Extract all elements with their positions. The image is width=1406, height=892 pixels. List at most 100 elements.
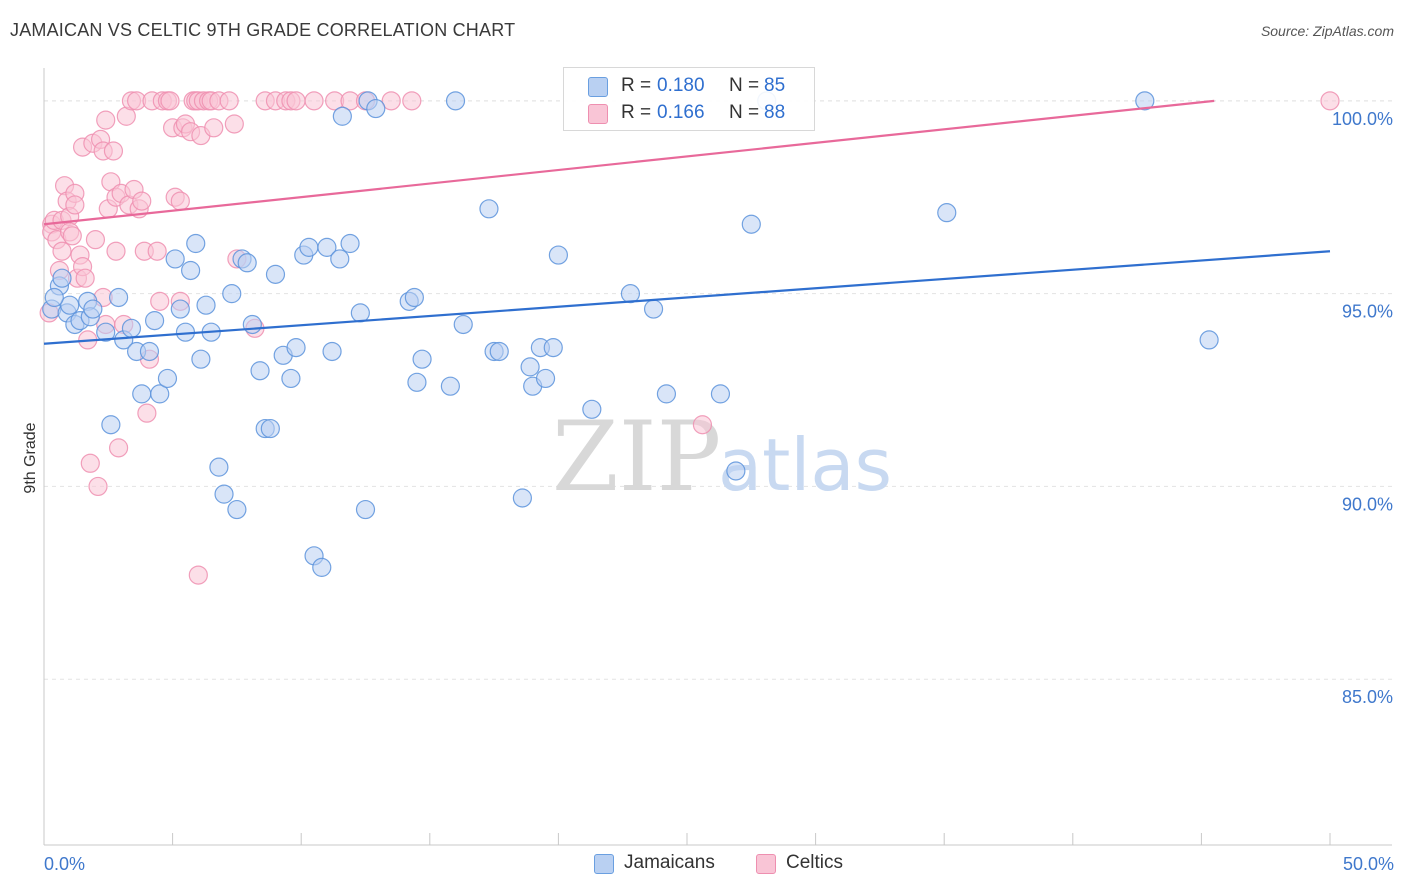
r-label: R = — [621, 75, 652, 96]
jamaicans-point — [355, 499, 376, 520]
jamaicans-point — [214, 484, 234, 504]
jamaicans-point — [165, 249, 185, 269]
label-layer: 85.0% 90.0% 95.0% 100.0% 0.0% 50.0% 9th Grade — [22, 109, 1394, 874]
celtics-point — [219, 91, 239, 111]
celtics-point — [224, 114, 244, 134]
n-label: N = — [729, 75, 760, 96]
watermark: ZIP atlas — [552, 401, 892, 513]
legend-label-celtics: Celtics — [786, 852, 844, 873]
jamaicans-point — [332, 106, 352, 126]
celtics-point — [62, 226, 82, 246]
jamaicans-point — [96, 322, 116, 342]
series-jamaicans — [42, 91, 1219, 577]
jamaicans-point — [44, 287, 64, 308]
watermark-zip: ZIP — [552, 401, 721, 513]
jamaicans-point — [139, 341, 160, 362]
x-tick-label: 0.0% — [44, 854, 85, 874]
jamaicans-trendline — [43, 250, 1331, 345]
jamaicans-point — [317, 237, 337, 257]
stats-row-jamaicans: R = 0.180 N = 85 — [564, 74, 814, 100]
jamaicans-point — [209, 457, 229, 477]
jamaicans-point — [1135, 91, 1155, 111]
celtics-point — [108, 438, 129, 458]
celtics-point — [402, 91, 422, 111]
chart-title: JAMAICAN VS CELTIC 9TH GRADE CORRELATION… — [10, 20, 516, 40]
jamaicans-point — [170, 299, 190, 319]
celtics-point — [75, 268, 95, 288]
celtics-point — [170, 191, 190, 211]
jamaicans-point — [489, 341, 509, 362]
jamaicans-point — [191, 349, 211, 369]
celtics-point — [147, 241, 167, 261]
r-value: 0.166 — [657, 102, 705, 123]
y-tick-label: 90.0% — [1342, 494, 1393, 514]
jamaicans-point — [196, 295, 216, 315]
jamaicans-point — [83, 299, 103, 319]
jamaicans-point — [350, 303, 370, 323]
jamaicans-point — [186, 233, 206, 254]
jamaicans-point — [582, 399, 602, 419]
jamaicans-point — [60, 295, 80, 315]
y-tick-label: 85.0% — [1342, 687, 1393, 707]
celtics-point — [286, 91, 306, 111]
jamaicans-point — [453, 314, 473, 335]
jamaicans-point — [479, 199, 499, 219]
jamaicans-point — [520, 357, 540, 377]
stats-row-celtics: R = 0.166 N = 88 — [564, 101, 814, 127]
jamaicans-point — [643, 299, 664, 319]
celtics-trendline — [43, 99, 1215, 226]
x-tick-label: 50.0% — [1343, 854, 1394, 874]
trend-layer — [43, 99, 1331, 345]
jamaicans-point — [286, 338, 306, 358]
series-celtics — [39, 91, 1340, 585]
celtics-point — [106, 241, 126, 261]
legend-label-jamaicans: Jamaicans — [624, 852, 715, 873]
jamaicans-point — [242, 314, 262, 335]
jamaicans-point — [52, 268, 72, 288]
celtics-point — [381, 91, 401, 111]
jamaicans-point — [260, 418, 280, 439]
jamaicans-point — [620, 284, 641, 304]
jamaicans-point — [222, 284, 242, 304]
jamaicans-point — [741, 214, 761, 234]
jamaicans-point — [404, 287, 424, 308]
celtics-point — [304, 91, 324, 111]
celtics-point — [52, 241, 72, 261]
celtics-point — [150, 291, 170, 311]
r-value: 0.180 — [657, 75, 705, 96]
chart-source: Source: ZipAtlas.com — [1260, 23, 1394, 39]
jamaicans-point — [1199, 330, 1219, 350]
celtics-swatch — [588, 104, 608, 124]
celtics-point — [103, 141, 124, 161]
jamaicans-point — [250, 361, 270, 381]
r-label: R = — [621, 102, 652, 123]
y-tick-label: 100.0% — [1332, 109, 1393, 129]
watermark-atlas: atlas — [718, 423, 892, 507]
celtics-swatch — [756, 854, 776, 874]
celtics-point — [1320, 91, 1340, 111]
jamaicans-swatch — [588, 77, 608, 97]
jamaicans-point — [144, 311, 165, 331]
jamaicans-point — [340, 233, 360, 254]
jamaicans-point — [312, 557, 332, 577]
jamaicans-point — [412, 349, 432, 369]
celtics-point — [88, 476, 108, 497]
jamaicans-point — [656, 384, 677, 404]
celtics-point — [65, 195, 85, 215]
jamaicans-point — [543, 338, 563, 358]
axis-layer — [43, 68, 1392, 846]
jamaicans-point — [937, 203, 957, 223]
celtics-point — [96, 110, 116, 130]
jamaicans-point — [299, 237, 319, 257]
celtics-point — [85, 230, 106, 250]
celtics-point — [204, 118, 224, 138]
jamaicans-point — [710, 384, 731, 404]
jamaicans-point — [330, 249, 350, 269]
jamaicans-point — [322, 341, 342, 362]
celtics-point — [692, 415, 713, 435]
jamaicans-point — [281, 368, 301, 389]
stats-legend: R = 0.180 N = 85 R = 0.166 N = 88 — [563, 67, 815, 131]
jamaicans-point — [237, 253, 257, 273]
jamaicans-point — [726, 461, 746, 481]
